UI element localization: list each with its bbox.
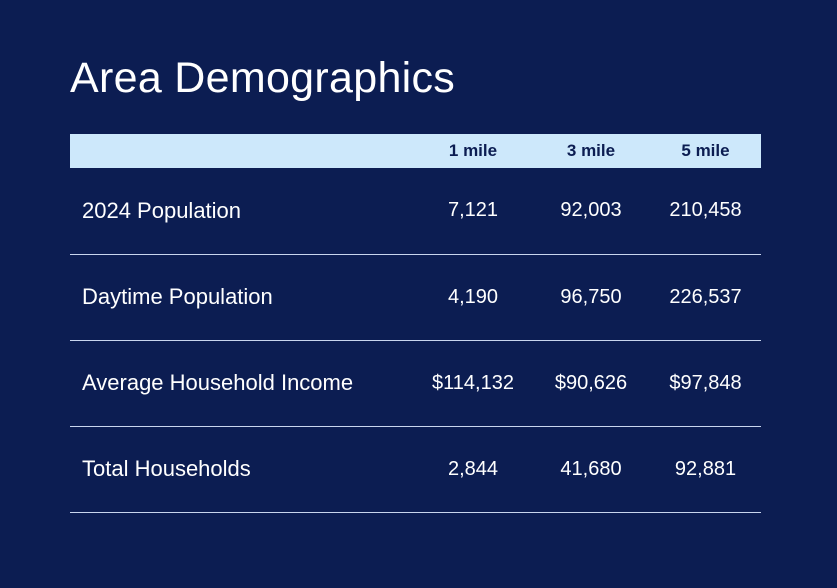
row-label: 2024 Population bbox=[82, 197, 242, 223]
table-header-row: 1 mile 3 mile 5 mile bbox=[70, 134, 761, 168]
row-label: Total Households bbox=[82, 456, 251, 481]
value-1-mile: 2,844 bbox=[447, 457, 499, 480]
value-5-mile: 92,881 bbox=[674, 457, 737, 480]
demographics-table: 1 mile 3 mile 5 mile 2024 Population 7,1… bbox=[70, 134, 761, 513]
value-1-mile: $114,132 bbox=[432, 371, 514, 394]
value-1-mile: 4,190 bbox=[447, 285, 499, 308]
row-label: Average Household Income bbox=[82, 370, 354, 395]
value-3-mile: 41,680 bbox=[560, 457, 622, 480]
value-5-mile: 226,537 bbox=[669, 285, 742, 308]
header-3-mile: 3 mile bbox=[566, 141, 616, 160]
table-row: Total Households 2,844 41,680 92,881 bbox=[70, 426, 761, 512]
value-5-mile: 210,458 bbox=[669, 199, 742, 222]
value-3-mile: $90,626 bbox=[554, 371, 628, 394]
value-3-mile: 96,750 bbox=[560, 285, 622, 308]
table-row: Average Household Income $114,132 $90,62… bbox=[70, 340, 761, 426]
section-title: Area Demographics bbox=[70, 54, 456, 102]
table-row: Daytime Population 4,190 96,750 226,537 bbox=[70, 254, 761, 340]
value-3-mile: 92,003 bbox=[560, 199, 622, 222]
row-label: Daytime Population bbox=[82, 284, 273, 309]
header-5-mile: 5 mile bbox=[681, 141, 730, 160]
table-row: 2024 Population 7,121 92,003 210,458 bbox=[70, 168, 761, 254]
value-5-mile: $97,848 bbox=[669, 371, 742, 394]
header-label-cell bbox=[70, 134, 414, 168]
value-1-mile: 7,121 bbox=[447, 199, 499, 222]
header-1-mile: 1 mile bbox=[448, 141, 498, 160]
